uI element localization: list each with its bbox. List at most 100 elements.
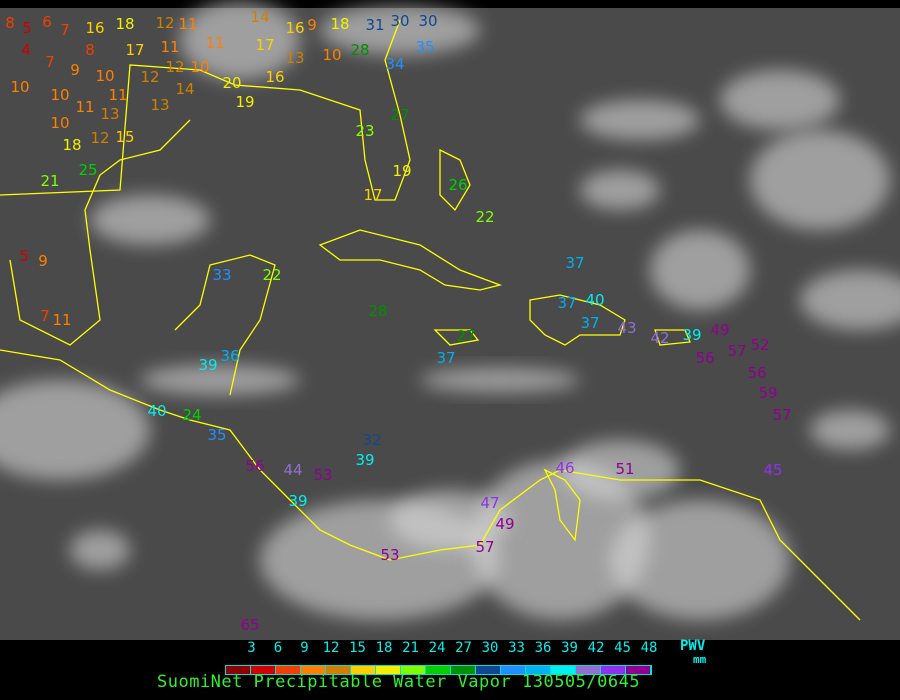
station-pwv-value: 27 <box>390 106 409 124</box>
station-pwv-value: 23 <box>355 122 374 140</box>
legend-tick-label: 18 <box>375 640 393 656</box>
legend-unit-name: PWV <box>680 638 706 654</box>
station-pwv-value: 53 <box>313 466 332 484</box>
legend-swatch <box>376 666 401 674</box>
station-pwv-value: 45 <box>763 461 782 479</box>
cloud-layer <box>0 0 900 620</box>
legend-swatch <box>301 666 326 674</box>
legend-swatch <box>526 666 551 674</box>
station-pwv-value: 49 <box>495 515 514 533</box>
station-pwv-value: 56 <box>695 349 714 367</box>
station-pwv-value: 10 <box>190 58 209 76</box>
station-pwv-value: 10 <box>95 67 114 85</box>
cloud <box>750 130 890 230</box>
station-pwv-value: 9 <box>307 16 317 34</box>
legend-swatch <box>276 666 301 674</box>
cloud <box>810 410 890 450</box>
station-pwv-value: 4 <box>21 41 31 59</box>
legend-tick-label: 21 <box>402 640 419 656</box>
cloud <box>650 230 750 310</box>
station-pwv-value: 51 <box>615 460 634 478</box>
legend-swatch <box>576 666 601 674</box>
coastline <box>654 329 691 346</box>
station-pwv-value: 18 <box>330 15 349 33</box>
legend-swatch <box>476 666 501 674</box>
station-pwv-value: 39 <box>682 326 701 344</box>
station-pwv-value: 11 <box>108 86 127 104</box>
legend-tick-label: 39 <box>561 640 578 656</box>
station-pwv-value: 19 <box>392 162 411 180</box>
legend-unit: mm <box>693 653 707 666</box>
station-pwv-value: 30 <box>418 12 437 30</box>
station-pwv-value: 19 <box>235 93 254 111</box>
station-pwv-value: 17 <box>255 36 274 54</box>
station-pwv-value: 11 <box>160 38 179 56</box>
legend-tick-label: 12 <box>322 640 340 656</box>
station-pwv-value: 65 <box>240 616 259 634</box>
station-pwv-value: 15 <box>115 128 134 146</box>
station-pwv-value: 44 <box>283 461 302 479</box>
station-pwv-value: 57 <box>475 538 494 556</box>
station-pwv-value: 12 <box>90 129 109 147</box>
color-legend-bar <box>225 665 652 675</box>
station-pwv-value: 52 <box>750 336 769 354</box>
station-pwv-value: 22 <box>262 266 281 284</box>
cloud <box>720 70 840 130</box>
station-pwv-value: 28 <box>368 302 387 320</box>
legend-tick-label: 33 <box>508 640 525 656</box>
station-pwv-value: 7 <box>45 53 55 71</box>
station-pwv-value: 37 <box>580 314 599 332</box>
cloud <box>580 170 660 210</box>
station-pwv-value: 12 <box>165 58 184 76</box>
station-pwv-value: 43 <box>617 319 636 337</box>
station-pwv-value: 13 <box>150 96 169 114</box>
cloud <box>180 0 300 80</box>
cloud <box>470 460 650 620</box>
station-pwv-value: 14 <box>175 80 194 98</box>
station-pwv-value: 11 <box>205 34 224 52</box>
station-pwv-value: 56 <box>245 457 264 475</box>
station-pwv-value: 26 <box>448 176 467 194</box>
station-pwv-value: 37 <box>436 349 455 367</box>
station-pwv-value: 34 <box>385 55 404 73</box>
coastline <box>529 294 626 346</box>
station-pwv-value: 40 <box>585 291 604 309</box>
station-pwv-value: 8 <box>85 41 95 59</box>
station-pwv-value: 7 <box>60 21 70 39</box>
cloud <box>70 530 130 570</box>
station-pwv-value: 53 <box>380 546 399 564</box>
station-pwv-value: 25 <box>78 161 97 179</box>
legend-tick-label: 30 <box>481 640 499 656</box>
legend-tick-label: 45 <box>614 640 631 656</box>
station-pwv-value: 10 <box>50 86 69 104</box>
station-pwv-value: 18 <box>115 15 134 33</box>
station-pwv-value: 16 <box>85 19 104 37</box>
coastline <box>0 19 411 201</box>
station-pwv-value: 22 <box>475 208 494 226</box>
station-pwv-value: 27 <box>456 327 475 345</box>
station-pwv-value: 14 <box>250 8 269 26</box>
station-pwv-value: 35 <box>415 38 434 56</box>
station-pwv-value: 11 <box>75 98 94 116</box>
station-pwv-value: 5 <box>22 19 32 37</box>
station-pwv-value: 16 <box>265 68 284 86</box>
station-pwv-value: 42 <box>650 329 669 347</box>
station-pwv-value: 6 <box>42 13 52 31</box>
cloud <box>610 500 790 620</box>
coastline <box>318 229 503 291</box>
cloud <box>390 490 510 550</box>
station-pwv-value: 40 <box>147 402 166 420</box>
cloud <box>560 440 680 500</box>
legend-tick-label: 24 <box>428 640 446 656</box>
station-pwv-value: 24 <box>182 406 201 424</box>
station-pwv-value: 39 <box>355 451 374 469</box>
coastline <box>9 119 191 346</box>
legend-tick-label: 36 <box>534 640 552 656</box>
legend-tick-label: 27 <box>455 640 472 656</box>
legend-tick-label: 6 <box>273 640 283 656</box>
station-pwv-value: 12 <box>140 68 159 86</box>
cloud <box>580 100 700 140</box>
legend-tick-label: 15 <box>349 640 366 656</box>
cloud <box>800 270 900 330</box>
